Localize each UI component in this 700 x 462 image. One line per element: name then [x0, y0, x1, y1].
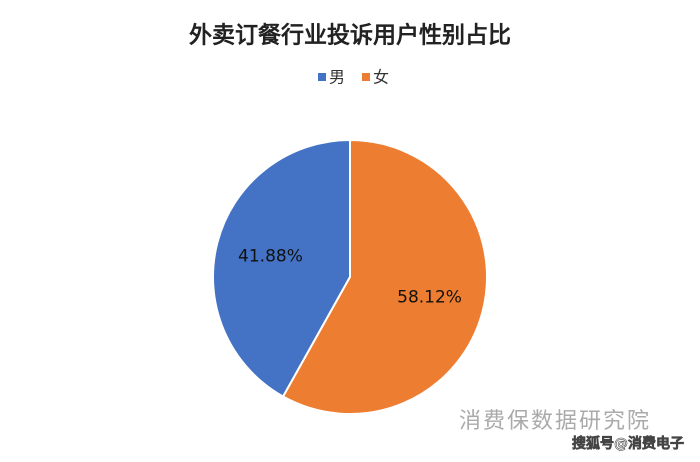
data-label: 41.88% — [238, 246, 303, 266]
pie-slice — [281, 138, 488, 415]
legend-swatch — [318, 73, 326, 81]
watermark: 消费保数据研究院 — [459, 409, 651, 434]
pie-slice — [212, 138, 351, 398]
watermark: 搜狐号@消费电子 — [572, 435, 684, 452]
legend-label: 女 — [373, 68, 389, 87]
legend-swatch — [362, 73, 370, 81]
chart-title: 外卖订餐行业投诉用户性别占比 — [189, 22, 511, 49]
data-label: 58.12% — [397, 288, 462, 308]
legend-label: 男 — [329, 68, 345, 87]
